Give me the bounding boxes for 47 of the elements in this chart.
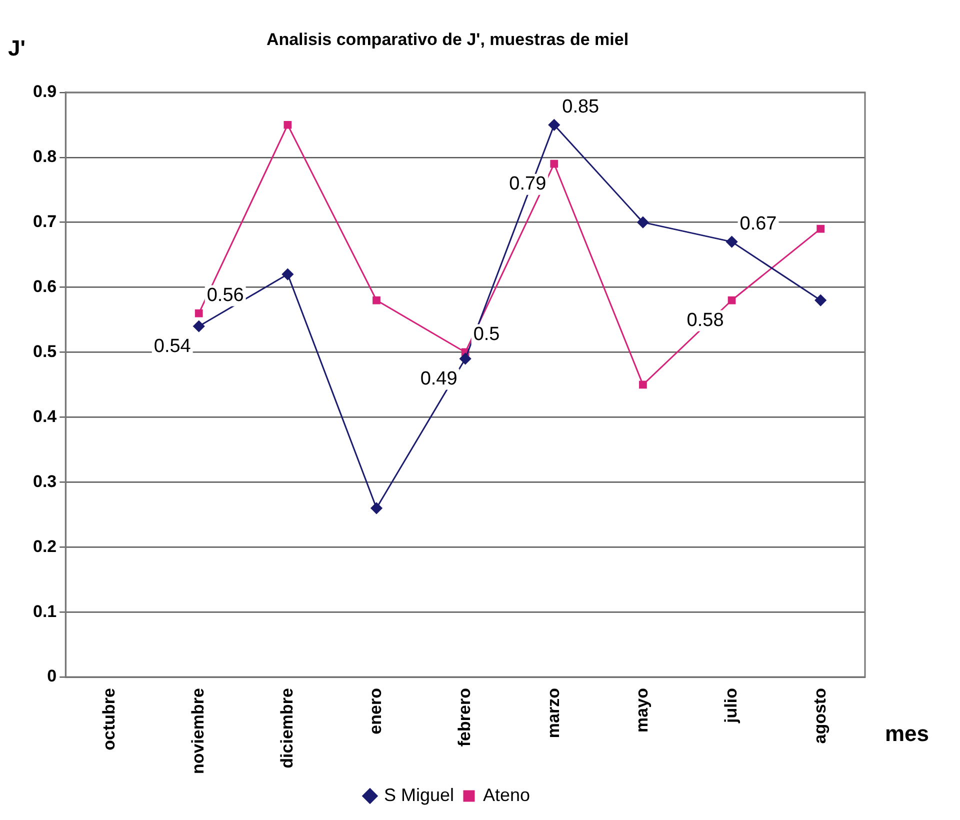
point [548, 119, 560, 131]
point [370, 502, 382, 514]
data-label: 0.54 [154, 336, 192, 357]
x-tick-label: diciembre [277, 688, 296, 768]
y-tick-label: 0.5 [32, 342, 57, 361]
y-tick-label: 0.1 [32, 602, 57, 621]
y-axis-title: J' [8, 35, 26, 60]
point [460, 352, 472, 364]
point [550, 160, 558, 168]
x-tick-label: marzo [544, 688, 563, 738]
legend-label: Ateno [482, 784, 530, 805]
point [726, 236, 738, 248]
point [814, 294, 826, 306]
x-tick-label: julio [721, 688, 740, 724]
data-label: 0.85 [562, 96, 600, 118]
y-tick-label: 0.7 [32, 212, 57, 232]
legend-label: S Miguel [384, 784, 454, 805]
x-tick-label: mayo [632, 688, 652, 732]
x-tick-label: febrero [455, 688, 474, 747]
data-label: 0.5 [473, 324, 500, 345]
point [282, 268, 294, 280]
y-tick-label: 0.3 [32, 472, 57, 491]
x-tick-label: enero [366, 688, 386, 734]
data-label: 0.79 [509, 174, 546, 195]
x-tick-label: octubre [100, 688, 119, 750]
y-tick-label: 0 [47, 666, 57, 686]
y-tick-label: 0.8 [32, 147, 57, 166]
x-tick-label: agosto [810, 688, 830, 744]
point [639, 380, 647, 389]
y-tick-label: 0.2 [32, 536, 57, 556]
data-label: 0.56 [206, 284, 244, 306]
point [194, 309, 203, 318]
x-tick-label: noviembre [188, 688, 208, 774]
point [372, 296, 380, 304]
data-label: 0.58 [686, 310, 724, 331]
point [728, 296, 736, 304]
y-tick-label: 0.9 [32, 82, 57, 102]
data-label: 0.49 [420, 368, 458, 390]
chart-title: Analisis comparativo de J', muestras de miel [266, 30, 629, 49]
y-tick-label: 0.4 [32, 406, 58, 426]
data-label: 0.67 [740, 214, 777, 235]
point [284, 120, 292, 129]
x-axis-title: mes [885, 721, 930, 746]
point [816, 224, 825, 233]
point [637, 216, 649, 228]
point [193, 320, 205, 332]
y-tick-label: 0.6 [32, 276, 57, 296]
